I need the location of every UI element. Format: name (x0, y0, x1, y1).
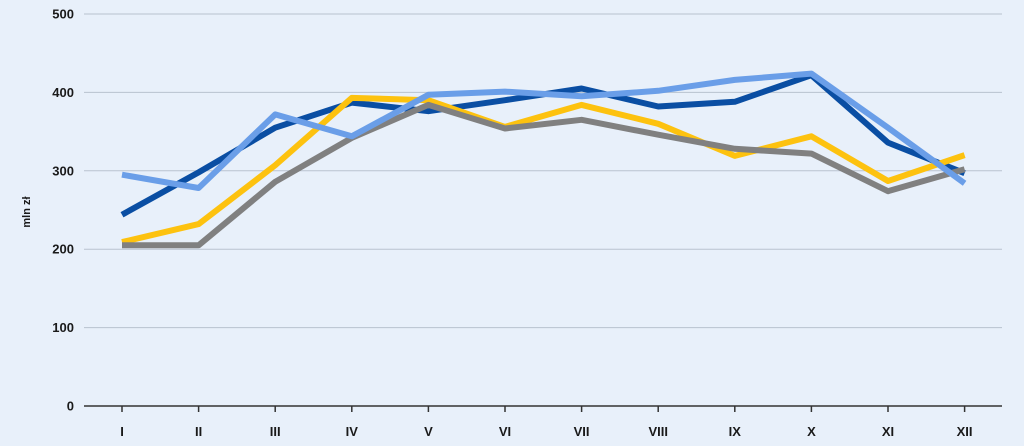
x-tick-label: I (120, 424, 124, 439)
x-tick-label: IX (729, 424, 742, 439)
y-tick-label: 300 (52, 163, 74, 178)
y-tick-label: 400 (52, 85, 74, 100)
y-tick-label: 500 (52, 7, 74, 22)
x-tick-label: II (195, 424, 202, 439)
x-tick-label: XII (957, 424, 973, 439)
x-tick-label: X (807, 424, 816, 439)
y-axis-label: mln zł (21, 196, 33, 227)
x-tick-label: VII (574, 424, 590, 439)
x-tick-label: IV (346, 424, 359, 439)
x-tick-label: V (424, 424, 433, 439)
x-tick-label: VI (499, 424, 511, 439)
series-line-4 (121, 70, 967, 191)
series-lines (120, 70, 967, 249)
series-line-2 (121, 94, 966, 246)
x-axis-ticks: I II III IV V VI VII VIII IX X XI XII (120, 406, 973, 439)
x-tick-label: VIII (648, 424, 668, 439)
y-axis-ticks: 0 100 200 300 400 500 (52, 7, 74, 414)
y-tick-label: 0 (67, 399, 74, 414)
series-line-3 (122, 101, 966, 249)
x-tick-label: III (270, 424, 281, 439)
y-tick-label: 200 (52, 242, 74, 257)
y-tick-label: 100 (52, 320, 74, 335)
x-tick-label: XI (882, 424, 894, 439)
gridlines (84, 13, 1002, 329)
